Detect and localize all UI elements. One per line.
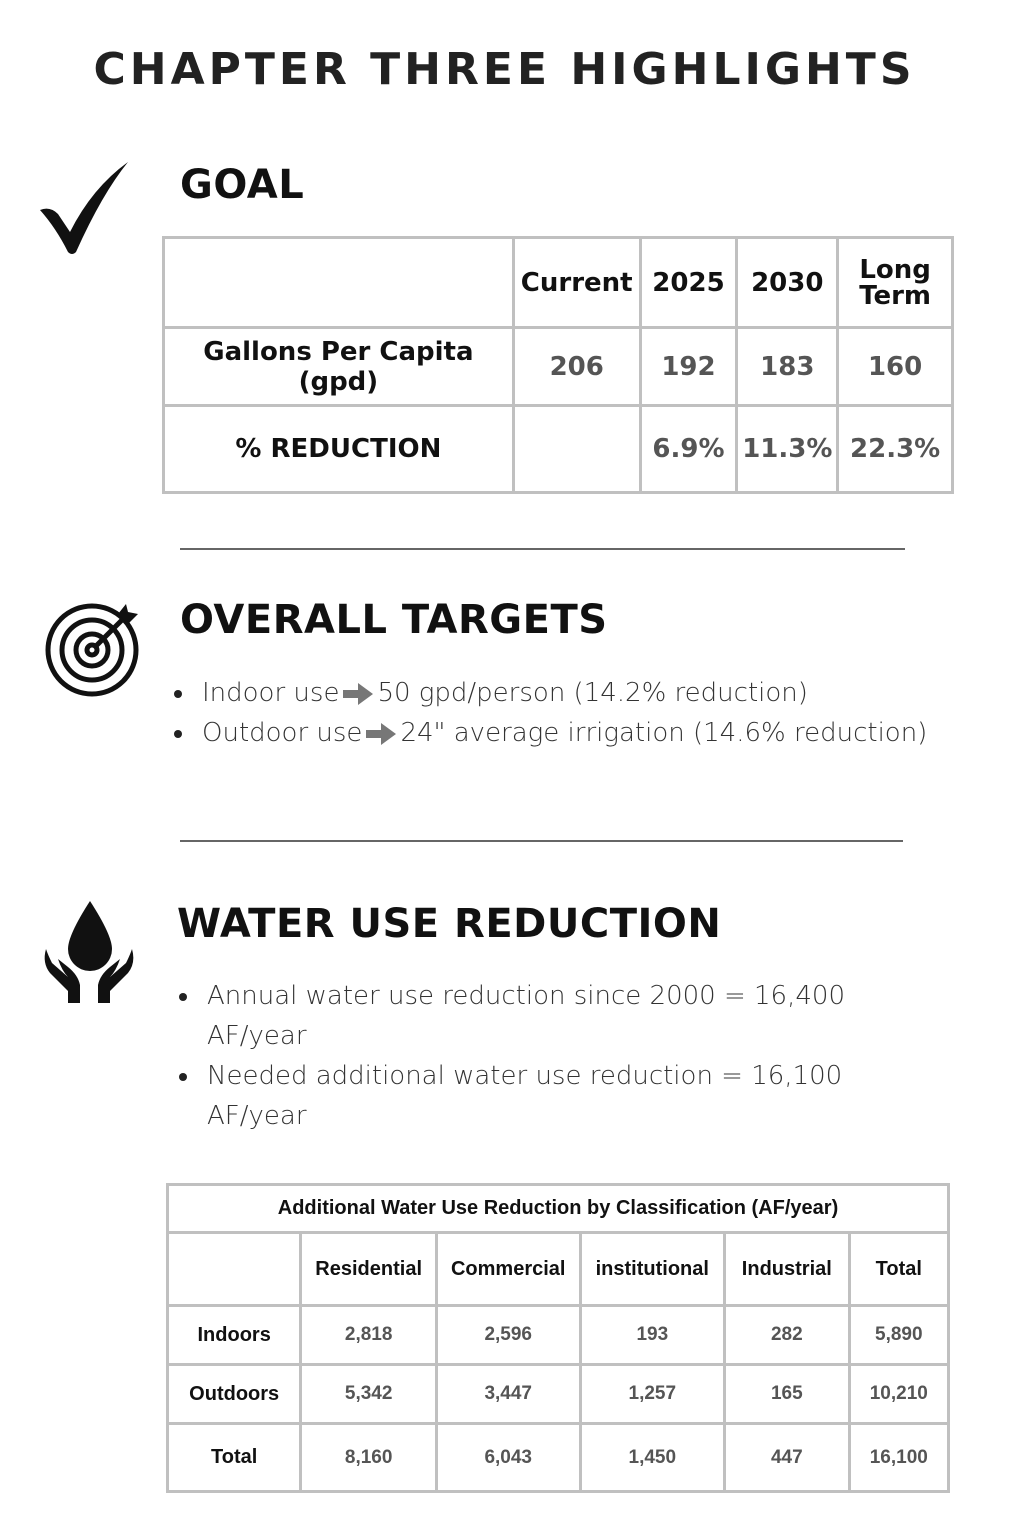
cell: 206 xyxy=(511,326,642,407)
cell: 22.3% xyxy=(836,404,954,494)
row-label: Gallons Per Capita (gpd) xyxy=(162,326,515,407)
goal-col-header xyxy=(162,236,515,329)
col-header: institutional xyxy=(578,1231,727,1307)
col-header: Industrial xyxy=(723,1231,851,1307)
cell: 10,210 xyxy=(847,1363,951,1425)
arrow-right-icon xyxy=(343,682,374,705)
arrow-right-icon xyxy=(366,722,397,745)
cell: 1,257 xyxy=(578,1363,727,1425)
cell: 447 xyxy=(723,1422,851,1493)
divider xyxy=(180,840,903,842)
cell: 160 xyxy=(836,326,954,407)
table-row: Outdoors 5,342 3,447 1,257 165 10,210 xyxy=(165,1363,951,1425)
row-label: Indoors xyxy=(165,1304,303,1366)
cell: 1,450 xyxy=(578,1422,727,1493)
list-item: Annual water use reduction since 2000 = … xyxy=(179,976,859,1056)
table-row: Indoors 2,818 2,596 193 282 5,890 xyxy=(165,1304,951,1366)
item-label: Outdoor use xyxy=(202,718,363,748)
goal-header-row: Current 2025 2030 Long Term xyxy=(162,236,954,329)
row-label: % REDUCTION xyxy=(162,404,515,494)
targets-list: Indoor use 50 gpd/person (14.2% reduction… xyxy=(174,673,927,753)
classification-table: Additional Water Use Reduction by Classi… xyxy=(165,1183,951,1493)
table-row: Total 8,160 6,043 1,450 447 16,100 xyxy=(165,1422,951,1493)
table-title: Additional Water Use Reduction by Classi… xyxy=(166,1183,950,1234)
goal-col-header: Long Term xyxy=(836,236,954,329)
row-label: Total xyxy=(165,1422,303,1493)
col-header: Total xyxy=(847,1231,951,1307)
list-item: Indoor use 50 gpd/person (14.2% reduction… xyxy=(174,673,927,713)
goal-heading: GOAL xyxy=(180,162,305,208)
item-value: 24" average irrigation (14.6% reduction) xyxy=(400,718,928,748)
goal-col-header: Current xyxy=(511,236,642,329)
cell: 6.9% xyxy=(638,404,739,494)
water-drop-hands-icon xyxy=(44,901,134,1003)
col-header: Residential xyxy=(299,1231,438,1307)
target-icon xyxy=(45,603,139,697)
cell: 165 xyxy=(723,1363,851,1425)
row-label: Outdoors xyxy=(165,1363,303,1425)
goal-table: Current 2025 2030 Long Term Gallons Per … xyxy=(162,236,954,494)
cell: 3,447 xyxy=(434,1363,582,1425)
goal-col-header: 2030 xyxy=(735,236,840,329)
item-value: 50 gpd/person (14.2% reduction) xyxy=(377,678,808,708)
cell: 192 xyxy=(638,326,739,407)
header-row: Residential Commercial institutional Ind… xyxy=(165,1231,951,1307)
cell: 282 xyxy=(723,1304,851,1366)
reduction-list: Annual water use reduction since 2000 = … xyxy=(179,976,859,1136)
page-title: CHAPTER THREE HIGHLIGHTS xyxy=(93,44,916,95)
reduction-heading: WATER USE REDUCTION xyxy=(177,901,722,947)
cell: 8,160 xyxy=(299,1422,438,1493)
cell: 193 xyxy=(578,1304,727,1366)
cell: 6,043 xyxy=(434,1422,582,1493)
col-header xyxy=(165,1231,303,1307)
cell xyxy=(511,404,642,494)
cell: 5,890 xyxy=(847,1304,951,1366)
targets-heading: OVERALL TARGETS xyxy=(180,597,608,643)
cell: 5,342 xyxy=(299,1363,438,1425)
checkmark-icon xyxy=(40,162,128,254)
list-item: Needed additional water use reduction = … xyxy=(179,1056,859,1136)
col-header: Commercial xyxy=(434,1231,582,1307)
goal-col-header: 2025 xyxy=(638,236,739,329)
cell: 183 xyxy=(735,326,840,407)
table-row: % REDUCTION 6.9% 11.3% 22.3% xyxy=(162,404,954,494)
item-label: Indoor use xyxy=(202,678,340,708)
divider xyxy=(180,548,905,550)
cell: 2,596 xyxy=(434,1304,582,1366)
cell: 11.3% xyxy=(735,404,840,494)
cell: 16,100 xyxy=(847,1422,951,1493)
list-item: Outdoor use 24" average irrigation (14.6%… xyxy=(174,713,927,753)
table-row: Gallons Per Capita (gpd) 206 192 183 160 xyxy=(162,326,954,407)
cell: 2,818 xyxy=(299,1304,438,1366)
